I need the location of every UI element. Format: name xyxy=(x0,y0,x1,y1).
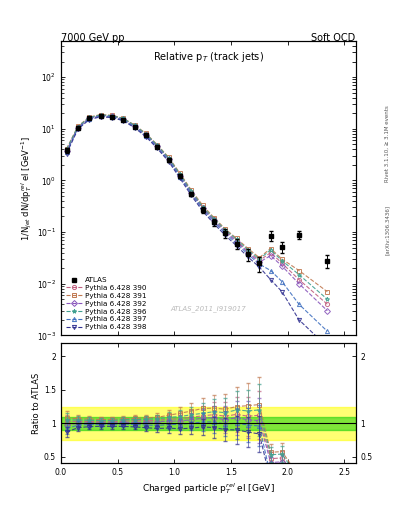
Text: Relative p$_T$ (track jets): Relative p$_T$ (track jets) xyxy=(153,50,264,64)
X-axis label: Charged particle p$^{rel}_{T}$ el [GeV]: Charged particle p$^{rel}_{T}$ el [GeV] xyxy=(142,481,275,496)
Legend: ATLAS, Pythia 6.428 390, Pythia 6.428 391, Pythia 6.428 392, Pythia 6.428 396, P: ATLAS, Pythia 6.428 390, Pythia 6.428 39… xyxy=(64,275,148,332)
Text: [arXiv:1306.3436]: [arXiv:1306.3436] xyxy=(385,205,390,255)
Bar xyxy=(61,407,356,440)
Text: Rivet 3.1.10, ≥ 3.1M events: Rivet 3.1.10, ≥ 3.1M events xyxy=(385,105,390,182)
Y-axis label: Ratio to ATLAS: Ratio to ATLAS xyxy=(32,373,41,434)
Y-axis label: 1/N$_{jet}$ dN/dp$^{rel}_{T}$ el [GeV$^{-1}$]: 1/N$_{jet}$ dN/dp$^{rel}_{T}$ el [GeV$^{… xyxy=(20,136,34,241)
Bar xyxy=(61,417,356,430)
Text: 7000 GeV pp: 7000 GeV pp xyxy=(61,33,125,44)
Text: ATLAS_2011_I919017: ATLAS_2011_I919017 xyxy=(171,305,246,312)
Text: Soft QCD: Soft QCD xyxy=(311,33,356,44)
